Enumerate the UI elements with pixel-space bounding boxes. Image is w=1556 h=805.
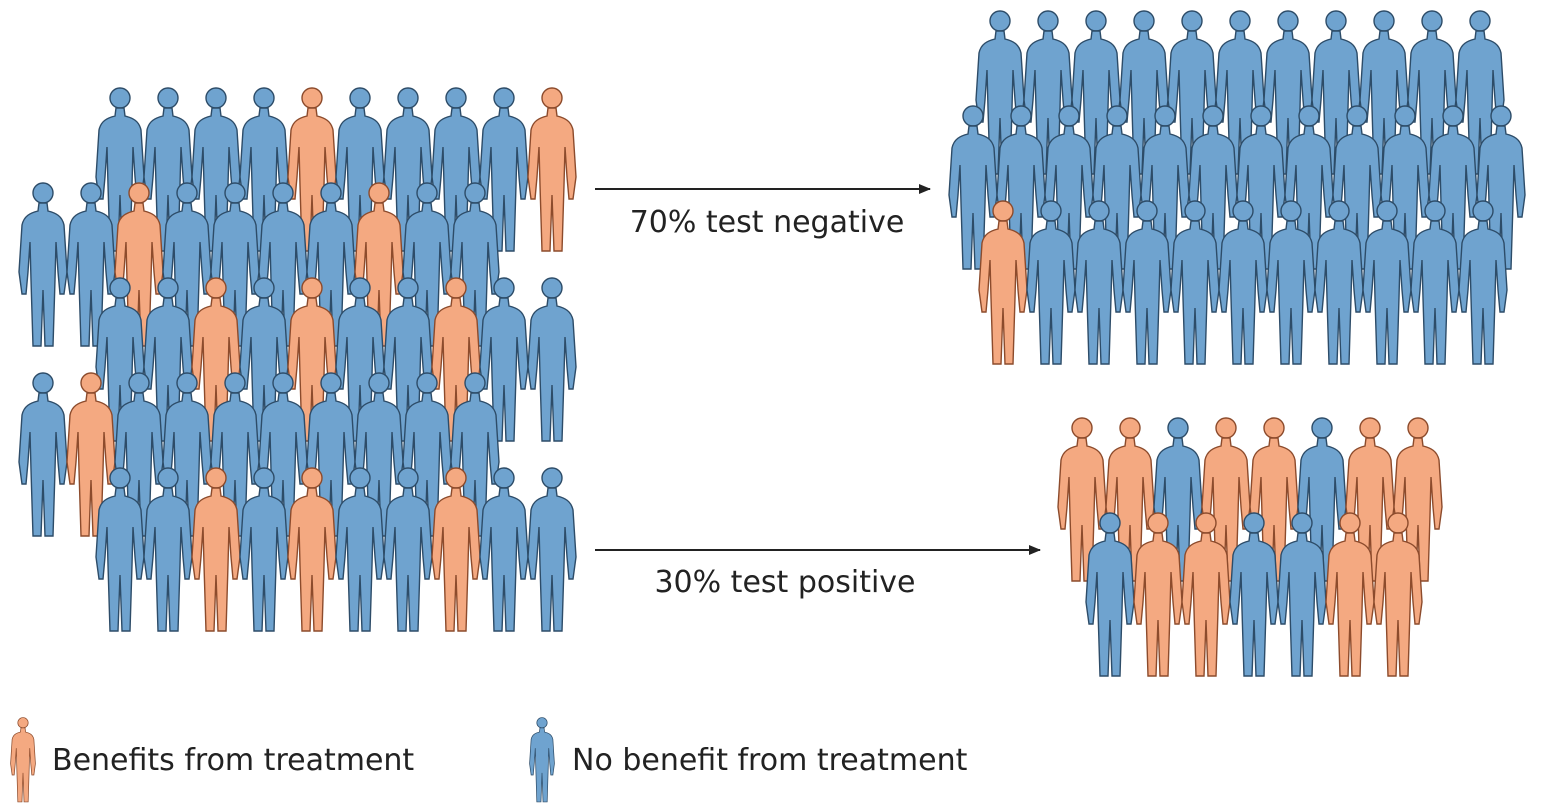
person <box>18 182 68 347</box>
legend-label: Benefits from treatment <box>52 743 414 778</box>
person <box>18 372 68 537</box>
person <box>527 467 577 632</box>
legend-icon <box>10 717 36 803</box>
person <box>527 277 577 442</box>
person <box>527 87 577 252</box>
legend-label: No benefit from treatment <box>572 743 968 778</box>
arrow-label: 70% test negative <box>630 205 905 240</box>
arrow-label: 30% test positive <box>654 565 915 600</box>
person <box>479 467 529 632</box>
legend-icon <box>529 717 555 803</box>
